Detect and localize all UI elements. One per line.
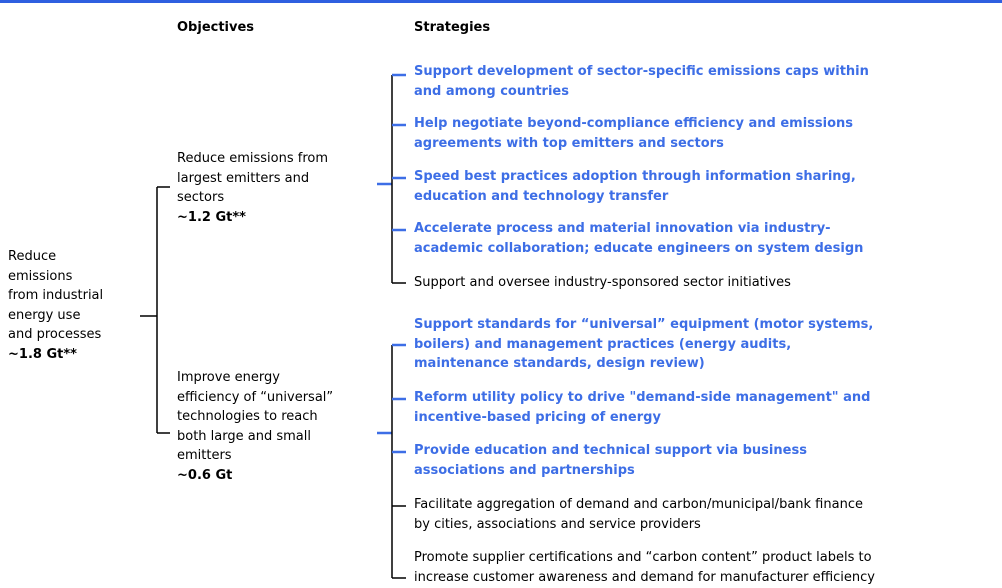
objective-label: technologies to reach xyxy=(177,409,318,425)
objective-label: efficiency of “universal” xyxy=(177,389,334,405)
strategy-text: education and technology transfer xyxy=(414,188,669,204)
strategy-text: Provide education and technical support … xyxy=(414,443,807,458)
strategy-text: increase customer awareness and demand f… xyxy=(414,569,875,585)
strategy-text: Speed best practices adoption through in… xyxy=(414,169,856,184)
objective-value: ~1.2 Gt** xyxy=(177,209,246,225)
objective-label: both large and small xyxy=(177,428,311,444)
objective-label: largest emitters and xyxy=(177,170,310,186)
objective-label: sectors xyxy=(177,190,225,206)
objective-value: ~0.6 Gt xyxy=(177,468,233,483)
root-label: emissions xyxy=(8,268,73,284)
top-rule xyxy=(0,0,1002,3)
strategy-text: Facilitate aggregation of demand and car… xyxy=(414,497,863,512)
strategy-text: Support and oversee industry-sponsored s… xyxy=(414,275,791,290)
strategy-text: Promote supplier certifications and “car… xyxy=(414,550,872,565)
strategy-text: agreements with top emitters and sectors xyxy=(414,135,724,151)
strategy-text: incentive-based pricing of energy xyxy=(414,409,661,425)
strategy-text: associations and partnerships xyxy=(414,462,635,478)
strategy-text: by cities, associations and service prov… xyxy=(414,516,701,532)
root-label: energy use xyxy=(8,307,81,323)
objective-label: emitters xyxy=(177,448,232,464)
header-objectives: Objectives xyxy=(177,20,255,35)
strategy-text: Accelerate process and material innovati… xyxy=(414,221,831,236)
strategy-text: Reform utility policy to drive "demand-s… xyxy=(414,390,871,405)
root-label: and processes xyxy=(8,327,102,343)
root-label: Reduce xyxy=(8,249,57,264)
strategy-text: Support development of sector-specific e… xyxy=(414,64,869,79)
strategy-text: and among countries xyxy=(414,83,569,99)
objective-label: Reduce emissions from xyxy=(177,151,328,166)
strategy-text: Help negotiate beyond-compliance efficie… xyxy=(414,116,854,131)
objective-label: Improve energy xyxy=(177,370,280,385)
header-strategies: Strategies xyxy=(414,20,491,35)
strategy-text: academic collaboration; educate engineer… xyxy=(414,240,864,256)
strategy-text: boilers) and management practices (energ… xyxy=(414,336,792,352)
strategy-text: maintenance standards, design review) xyxy=(414,356,705,372)
strategy-text: Support standards for “universal” equipm… xyxy=(414,317,874,332)
root-label: from industrial xyxy=(8,288,104,304)
root-value: ~1.8 Gt** xyxy=(8,347,77,362)
